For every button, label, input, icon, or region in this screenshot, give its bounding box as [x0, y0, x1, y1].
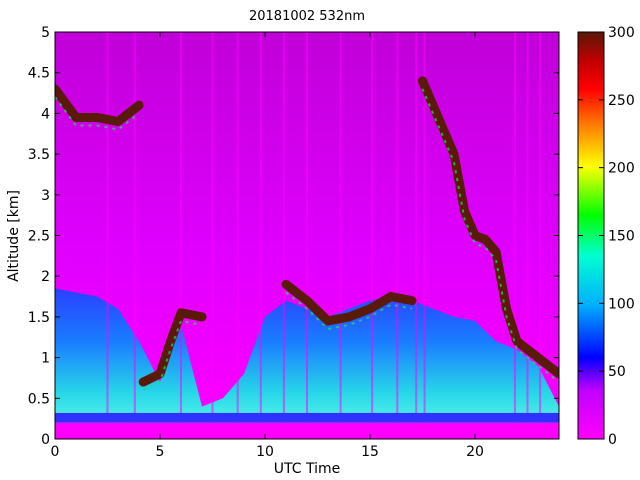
x-tick-label: 0: [51, 444, 60, 460]
vertical-streak: [133, 32, 136, 439]
cloud-layer: [281, 279, 417, 326]
y-tick-label: 3.5: [28, 147, 50, 163]
vertical-streak: [423, 32, 426, 439]
vertical-streak: [306, 32, 308, 439]
y-tick-label: 4: [41, 106, 50, 122]
y-tick-label: 0.5: [28, 391, 50, 407]
colorbar-tick-label: 150: [608, 229, 635, 245]
y-tick-label: 0: [41, 432, 50, 448]
colorbar-tick-label: 300: [608, 25, 635, 41]
vertical-streak: [539, 32, 542, 439]
vertical-streak: [282, 32, 285, 439]
chart-title: 20181002 532nm: [249, 9, 365, 24]
colorbar-ticks: 0 50 100 150 200 250 300: [578, 25, 635, 448]
surface-band: [55, 412, 559, 423]
vertical-streak: [513, 32, 516, 439]
colorbar-tick-label: 0: [608, 432, 617, 448]
vertical-streak: [415, 32, 418, 439]
plot-area: [55, 32, 559, 439]
colorbar-tick-label: 50: [608, 364, 626, 380]
vertical-streak: [526, 32, 529, 439]
vertical-streak: [180, 32, 182, 439]
near-surface-band: [55, 422, 559, 439]
x-tick-label: 15: [361, 444, 379, 460]
y-tick-label: 5: [41, 25, 50, 41]
colorbar-tick-label: 250: [608, 93, 635, 109]
x-tick-label: 5: [156, 444, 165, 460]
y-tick-label: 2: [41, 269, 50, 285]
y-tick-label: 1.5: [28, 310, 50, 326]
vertical-streak: [396, 32, 399, 439]
y-tick-label: 2.5: [28, 229, 50, 245]
cloud-edge: [285, 291, 413, 331]
cloud-layer: [138, 308, 207, 387]
y-tick-label: 1: [41, 351, 50, 367]
colorbar-tick-label: 200: [608, 161, 635, 177]
x-axis-label: UTC Time: [274, 461, 340, 477]
cloud-layer: [418, 76, 559, 379]
vertical-streak: [339, 32, 342, 439]
vertical-streak: [106, 32, 109, 439]
y-tick-label: 3: [41, 188, 50, 204]
y-axis-label: Altitude [km]: [6, 190, 22, 282]
vertical-streak: [371, 32, 374, 439]
y-axis-ticks: 0 0.5 1 1.5 2 2.5 3 3.5 4 4.5 5: [28, 25, 559, 448]
cloud-edge: [142, 319, 203, 391]
x-tick-label: 10: [256, 444, 274, 460]
cloud-layer: [55, 84, 144, 127]
x-axis-ticks: 0 5 10 15 20: [51, 32, 484, 460]
colorbar-tick-label: 100: [608, 296, 635, 312]
x-tick-label: 20: [466, 444, 484, 460]
cloud-edge: [421, 88, 559, 383]
y-tick-label: 4.5: [28, 66, 50, 82]
vertical-streak: [236, 32, 239, 439]
vertical-streak: [211, 32, 214, 439]
vertical-streak: [259, 32, 262, 439]
